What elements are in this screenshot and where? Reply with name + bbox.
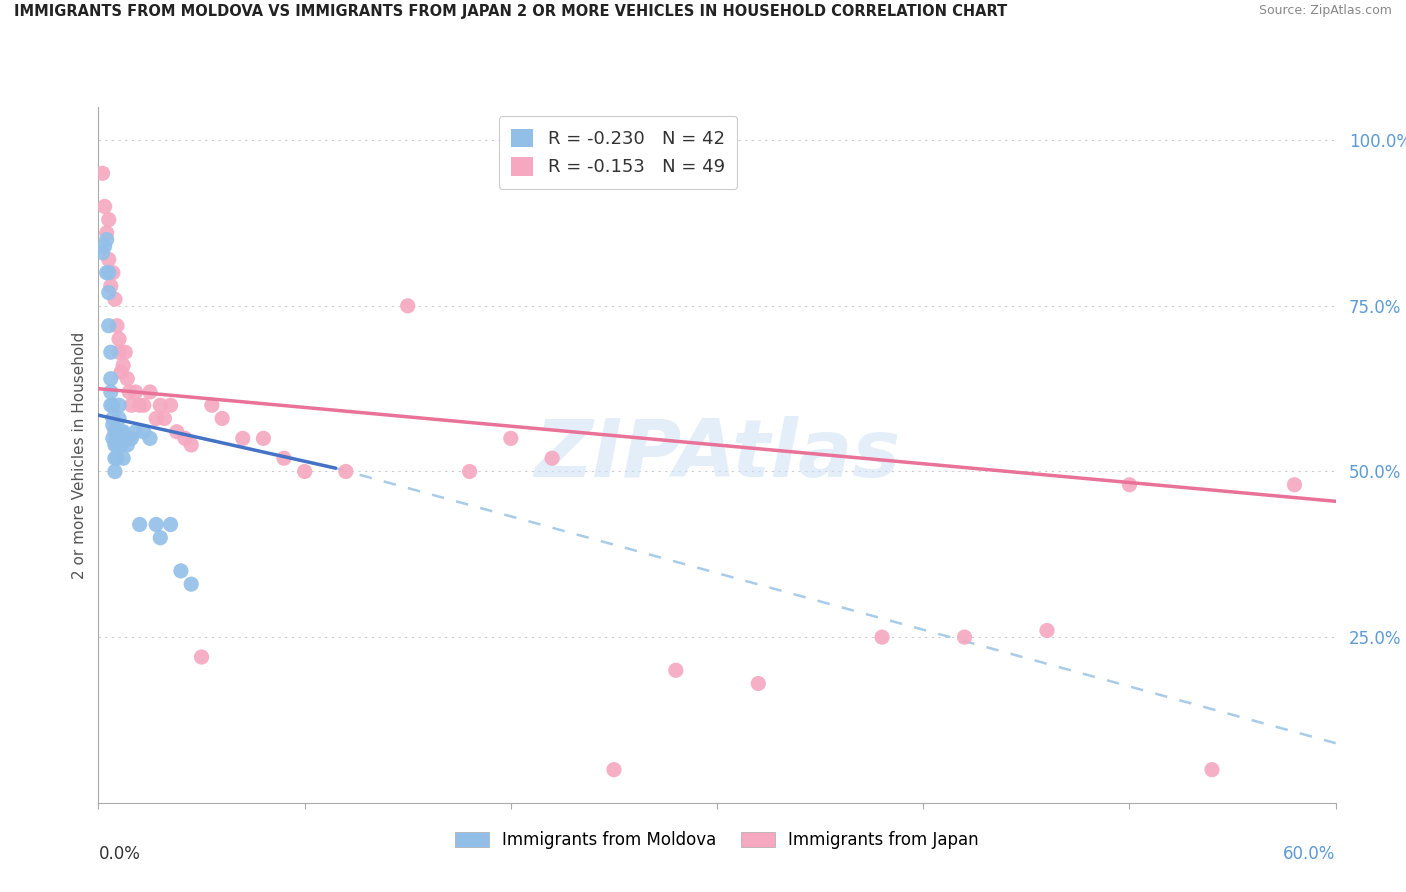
Point xyxy=(110,438,132,452)
Point xyxy=(93,199,115,213)
Point xyxy=(101,431,124,445)
Point xyxy=(1036,624,1059,638)
Point xyxy=(211,411,233,425)
Point xyxy=(114,345,136,359)
Point xyxy=(104,465,127,479)
Point xyxy=(97,285,120,300)
Point xyxy=(120,431,142,445)
Point xyxy=(100,398,122,412)
Point xyxy=(1118,477,1140,491)
Point xyxy=(294,465,316,479)
Point xyxy=(145,517,167,532)
Point xyxy=(105,431,128,445)
Text: IMMIGRANTS FROM MOLDOVA VS IMMIGRANTS FROM JAPAN 2 OR MORE VEHICLES IN HOUSEHOLD: IMMIGRANTS FROM MOLDOVA VS IMMIGRANTS FR… xyxy=(14,4,1007,20)
Point xyxy=(108,398,131,412)
Point xyxy=(105,451,128,466)
Point xyxy=(108,411,131,425)
Point xyxy=(105,318,128,333)
Point xyxy=(396,299,419,313)
Point xyxy=(458,465,481,479)
Point xyxy=(105,438,128,452)
Point xyxy=(120,398,142,412)
Point xyxy=(100,384,122,399)
Point xyxy=(118,431,141,445)
Point xyxy=(108,332,131,346)
Point xyxy=(112,359,135,373)
Point xyxy=(97,318,120,333)
Point xyxy=(232,431,254,445)
Point xyxy=(180,438,202,452)
Point xyxy=(128,398,150,412)
Point xyxy=(104,451,127,466)
Point xyxy=(149,531,172,545)
Point xyxy=(1201,763,1223,777)
Point xyxy=(104,292,127,306)
Point xyxy=(124,384,146,399)
Y-axis label: 2 or more Vehicles in Household: 2 or more Vehicles in Household xyxy=(72,331,87,579)
Point xyxy=(953,630,976,644)
Point xyxy=(117,372,139,386)
Point xyxy=(139,431,162,445)
Point xyxy=(747,676,769,690)
Point xyxy=(96,266,118,280)
Point xyxy=(104,425,127,439)
Point xyxy=(93,239,115,253)
Point xyxy=(159,517,181,532)
Point xyxy=(252,431,274,445)
Point xyxy=(91,166,114,180)
Point xyxy=(97,212,120,227)
Text: Source: ZipAtlas.com: Source: ZipAtlas.com xyxy=(1258,4,1392,18)
Point xyxy=(96,226,118,240)
Point xyxy=(101,418,124,433)
Point xyxy=(132,398,155,412)
Point xyxy=(97,252,120,267)
Point xyxy=(1284,477,1306,491)
Point xyxy=(112,451,135,466)
Point xyxy=(96,233,118,247)
Point xyxy=(108,345,131,359)
Point xyxy=(97,266,120,280)
Point xyxy=(91,245,114,260)
Point xyxy=(159,398,181,412)
Text: 60.0%: 60.0% xyxy=(1284,845,1336,863)
Point xyxy=(153,411,176,425)
Point xyxy=(118,384,141,399)
Point xyxy=(541,451,564,466)
Point xyxy=(665,663,688,677)
Point xyxy=(101,266,124,280)
Point xyxy=(100,345,122,359)
Point xyxy=(114,431,136,445)
Point xyxy=(101,398,124,412)
Point xyxy=(110,425,132,439)
Point xyxy=(174,431,197,445)
Point xyxy=(870,630,893,644)
Point xyxy=(166,425,188,439)
Text: ZIPAtlas: ZIPAtlas xyxy=(534,416,900,494)
Point xyxy=(170,564,193,578)
Point xyxy=(100,372,122,386)
Point xyxy=(100,279,122,293)
Point xyxy=(128,517,150,532)
Point xyxy=(112,425,135,439)
Point xyxy=(110,365,132,379)
Text: 0.0%: 0.0% xyxy=(98,845,141,863)
Point xyxy=(139,384,162,399)
Point xyxy=(335,465,357,479)
Point xyxy=(201,398,224,412)
Point xyxy=(132,425,155,439)
Point xyxy=(124,425,146,439)
Point xyxy=(117,438,139,452)
Point xyxy=(499,431,522,445)
Point xyxy=(180,577,202,591)
Point xyxy=(273,451,295,466)
Point xyxy=(603,763,626,777)
Point xyxy=(190,650,212,665)
Point xyxy=(149,398,172,412)
Point xyxy=(101,411,124,425)
Legend: Immigrants from Moldova, Immigrants from Japan: Immigrants from Moldova, Immigrants from… xyxy=(447,822,987,857)
Point xyxy=(145,411,167,425)
Point xyxy=(104,438,127,452)
Point xyxy=(108,431,131,445)
